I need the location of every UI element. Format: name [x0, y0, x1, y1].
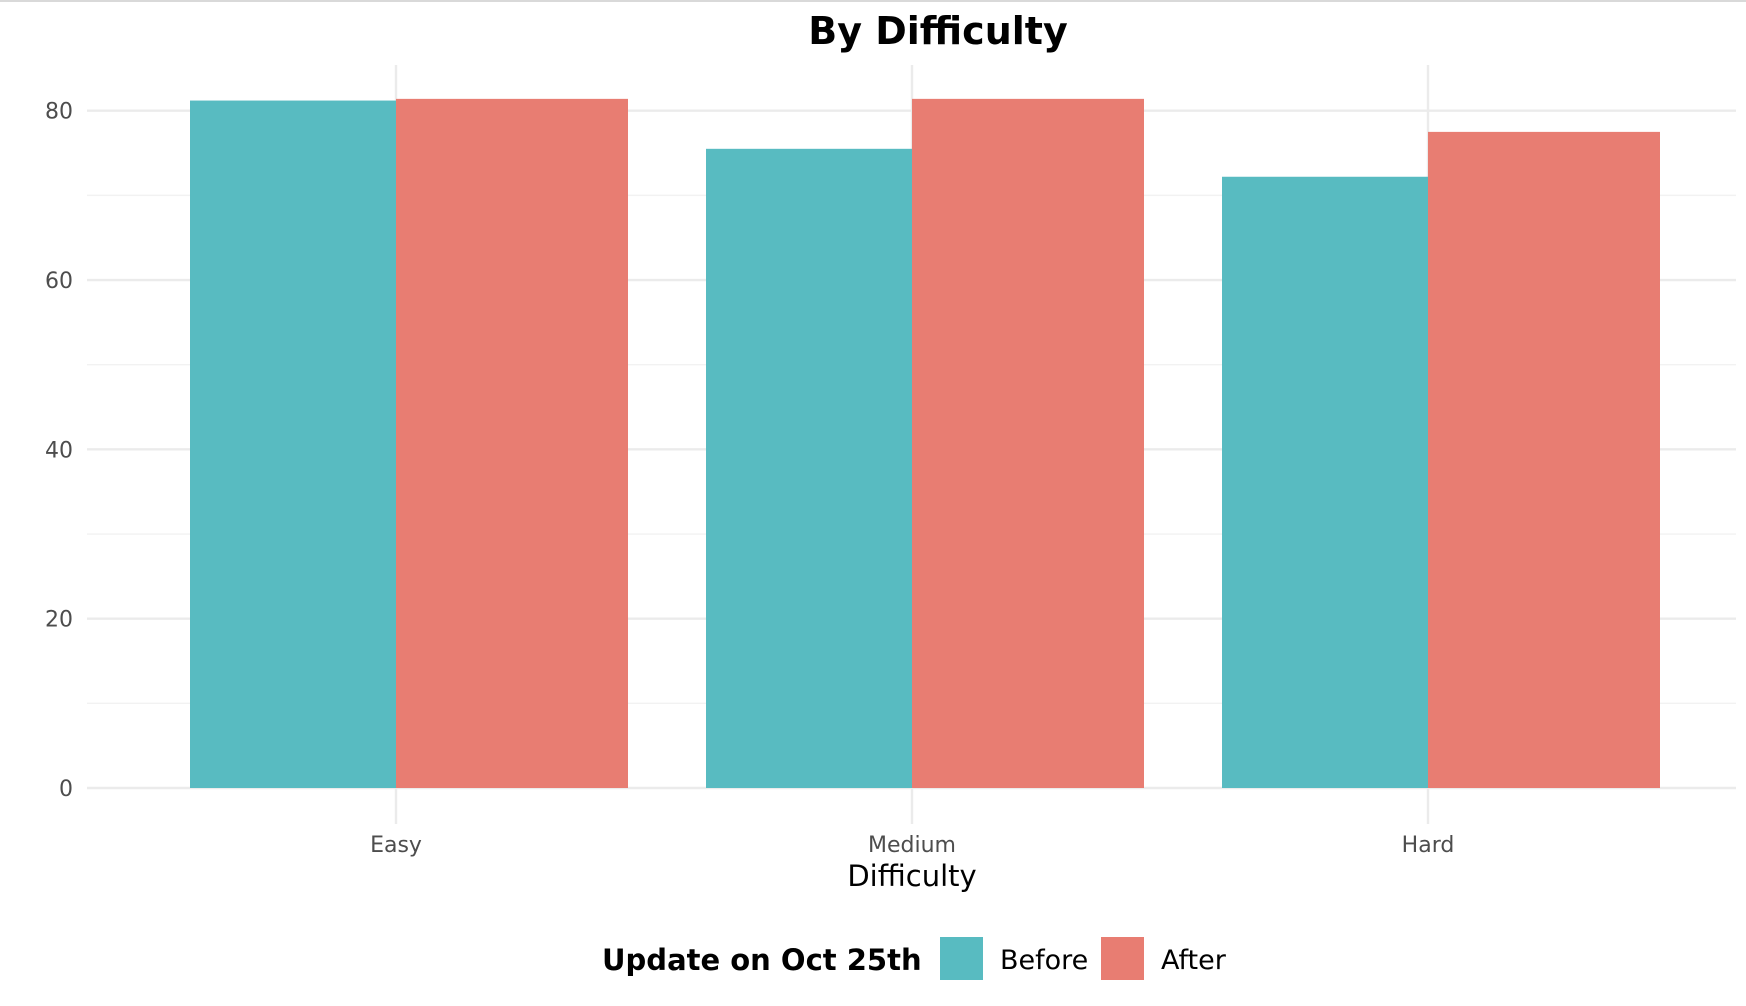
- x-tick-label: Easy: [370, 833, 422, 858]
- legend-key-after: [1101, 937, 1144, 980]
- bar-after-medium: [912, 98, 1144, 789]
- bar-before-medium: [706, 148, 913, 788]
- bars: [190, 98, 1660, 789]
- bar-after-hard: [1428, 131, 1660, 789]
- top-border: [0, 0, 1746, 2]
- chart-title: By Difficulty: [808, 9, 1068, 53]
- legend-key-before: [940, 937, 983, 980]
- y-tick-label: 60: [45, 269, 73, 294]
- legend-label-after: After: [1161, 945, 1227, 976]
- legend-title: Update on Oct 25th: [602, 943, 922, 977]
- y-tick-label: 20: [45, 608, 73, 633]
- x-tick-label: Hard: [1402, 833, 1455, 858]
- x-axis-tick-labels: Easy Medium Hard: [370, 833, 1454, 858]
- y-tick-label: 0: [59, 777, 73, 802]
- bar-after-easy: [396, 98, 628, 789]
- bar-before-hard: [1222, 176, 1429, 788]
- legend-label-before: Before: [1000, 945, 1088, 976]
- y-axis-tick-labels: 0 20 40 60 80: [45, 100, 73, 802]
- y-tick-label: 40: [45, 438, 73, 463]
- x-axis-title: Difficulty: [847, 859, 976, 893]
- legend: Update on Oct 25th Before After: [602, 937, 1227, 980]
- x-tick-label: Medium: [868, 833, 956, 858]
- bar-before-easy: [190, 100, 397, 789]
- y-tick-label: 80: [45, 100, 73, 125]
